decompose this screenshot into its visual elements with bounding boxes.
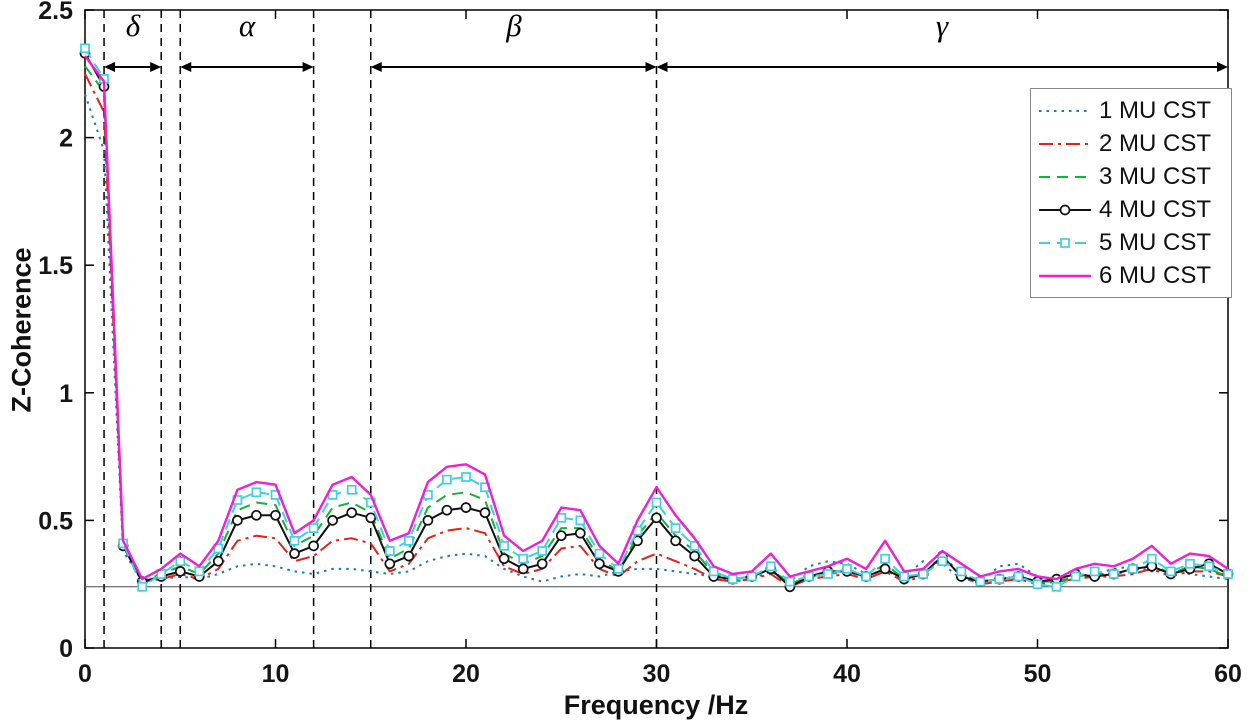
- legend-label-4: 4 MU CST: [1099, 195, 1212, 223]
- legend-label-6: 6 MU CST: [1099, 261, 1212, 289]
- y-axis-label: Z-Coherence: [6, 247, 37, 413]
- svg-text:30: 30: [643, 660, 671, 688]
- svg-text:0: 0: [78, 660, 92, 688]
- svg-text:10: 10: [262, 660, 290, 688]
- legend-line-sample-2: [1037, 131, 1093, 157]
- band-label-alpha: α: [238, 8, 256, 43]
- svg-text:2: 2: [59, 125, 73, 153]
- y-axis: 0 0.5 1 1.5 2 2.5: [38, 0, 1228, 663]
- band-arrows: [104, 62, 1228, 72]
- legend-label-5: 5 MU CST: [1099, 228, 1212, 256]
- legend-label-3: 3 MU CST: [1099, 162, 1212, 190]
- legend-item: 2 MU CST: [1037, 127, 1225, 160]
- plot-series-6-mu-cst: [84, 55, 1229, 581]
- svg-text:1.5: 1.5: [38, 252, 73, 280]
- legend-item: 6 MU CST: [1037, 259, 1225, 292]
- legend-item: 4 MU CST: [1037, 193, 1225, 226]
- svg-text:1: 1: [59, 380, 73, 408]
- band-label-gamma: γ: [935, 8, 949, 43]
- legend-label-2: 2 MU CST: [1099, 129, 1212, 157]
- legend-line-sample-4: [1037, 197, 1093, 223]
- legend-line-sample-5: [1037, 230, 1093, 256]
- legend-line-sample-6: [1037, 263, 1093, 289]
- legend-item: 5 MU CST: [1037, 226, 1225, 259]
- svg-text:0: 0: [59, 635, 73, 663]
- legend-line-sample-1: [1037, 98, 1093, 124]
- legend: 1 MU CST 2 MU CST 3 MU CST 4 MU CST 5 MU…: [1030, 88, 1232, 298]
- svg-text:50: 50: [1024, 660, 1052, 688]
- svg-text:20: 20: [452, 660, 480, 688]
- legend-line-sample-3: [1037, 164, 1093, 190]
- legend-label-1: 1 MU CST: [1099, 96, 1212, 124]
- plot-series-5-mu-cst: [80, 43, 1233, 592]
- legend-item: 3 MU CST: [1037, 160, 1225, 193]
- svg-text:2.5: 2.5: [38, 0, 73, 25]
- svg-text:40: 40: [833, 660, 861, 688]
- legend-item: 1 MU CST: [1037, 94, 1225, 127]
- svg-text:0.5: 0.5: [38, 507, 73, 535]
- x-axis-label: Frequency /Hz: [563, 690, 749, 720]
- band-label-beta: β: [506, 8, 522, 43]
- svg-text:60: 60: [1214, 660, 1242, 688]
- x-axis: 0 10 20 30 40 50 60: [78, 10, 1242, 688]
- band-label-delta: δ: [125, 8, 141, 43]
